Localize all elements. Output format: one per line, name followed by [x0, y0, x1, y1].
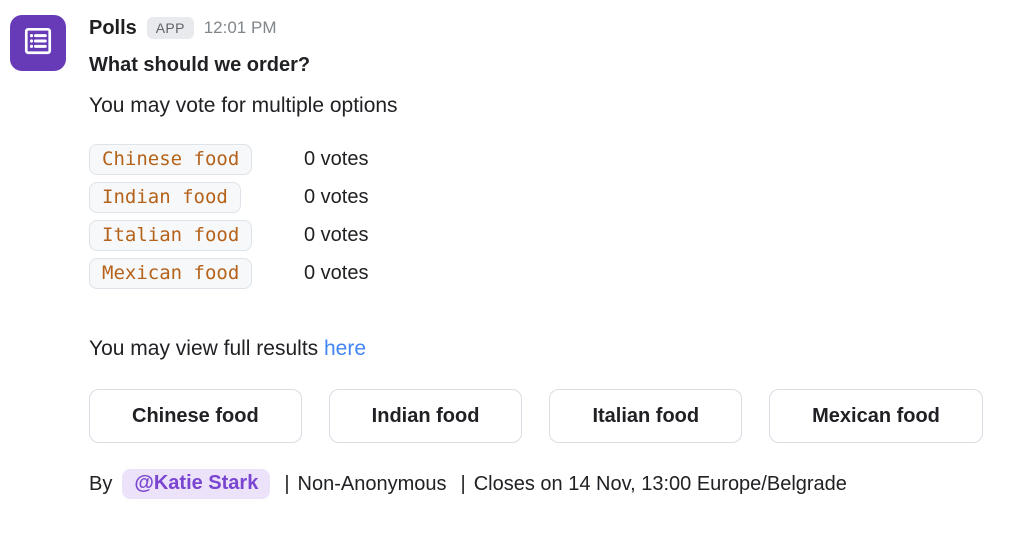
- poll-question: What should we order?: [89, 54, 311, 76]
- message-content: Polls APP 12:01 PM What should we order?…: [89, 15, 1024, 499]
- results-line: You may view full results here: [89, 337, 1024, 361]
- poll-option-row: Indian food 0 votes: [89, 182, 1024, 213]
- poll-option-row: Mexican food 0 votes: [89, 258, 1024, 289]
- vote-button-indian[interactable]: Indian food: [328, 389, 523, 443]
- app-name[interactable]: Polls: [89, 16, 137, 39]
- poll-message: Polls APP 12:01 PM What should we order?…: [10, 15, 1024, 499]
- option-votes: 0 votes: [304, 262, 369, 284]
- footer-separator: |: [460, 472, 466, 495]
- vote-button-italian[interactable]: Italian food: [549, 389, 743, 443]
- footer-by-label: By: [89, 472, 113, 495]
- vote-button-mexican[interactable]: Mexican food: [769, 389, 983, 443]
- message-header: Polls APP 12:01 PM: [89, 15, 1024, 41]
- option-label-italian: Italian food: [89, 220, 253, 251]
- footer-separator: |: [284, 472, 290, 495]
- results-link[interactable]: here: [324, 337, 367, 360]
- results-text: You may view full results: [89, 337, 324, 360]
- list-icon: [19, 22, 57, 65]
- app-badge: APP: [146, 17, 194, 39]
- poll-option-row: Italian food 0 votes: [89, 220, 1024, 251]
- poll-option-row: Chinese food 0 votes: [89, 144, 1024, 175]
- author-mention[interactable]: @Katie Stark: [122, 469, 271, 499]
- option-votes: 0 votes: [304, 148, 369, 170]
- poll-options-list: Chinese food 0 votes Indian food 0 votes…: [89, 144, 1024, 289]
- option-votes: 0 votes: [304, 186, 369, 208]
- polls-app-avatar[interactable]: [10, 15, 66, 71]
- timestamp: 12:01 PM: [203, 18, 277, 37]
- vote-buttons-row: Chinese food Indian food Italian food Me…: [89, 389, 1024, 443]
- option-label-chinese: Chinese food: [89, 144, 253, 175]
- footer-closes: Closes on 14 Nov, 13:00 Europe/Belgrade: [473, 472, 847, 495]
- option-votes: 0 votes: [304, 224, 369, 246]
- footer-anonymity: Non-Anonymous: [297, 472, 447, 495]
- option-label-indian: Indian food: [89, 182, 241, 213]
- vote-button-chinese[interactable]: Chinese food: [89, 389, 302, 443]
- poll-instruction: You may vote for multiple options: [89, 94, 398, 117]
- option-label-mexican: Mexican food: [89, 258, 253, 289]
- poll-footer: By @Katie Stark | Non-Anonymous | Closes…: [89, 469, 1024, 499]
